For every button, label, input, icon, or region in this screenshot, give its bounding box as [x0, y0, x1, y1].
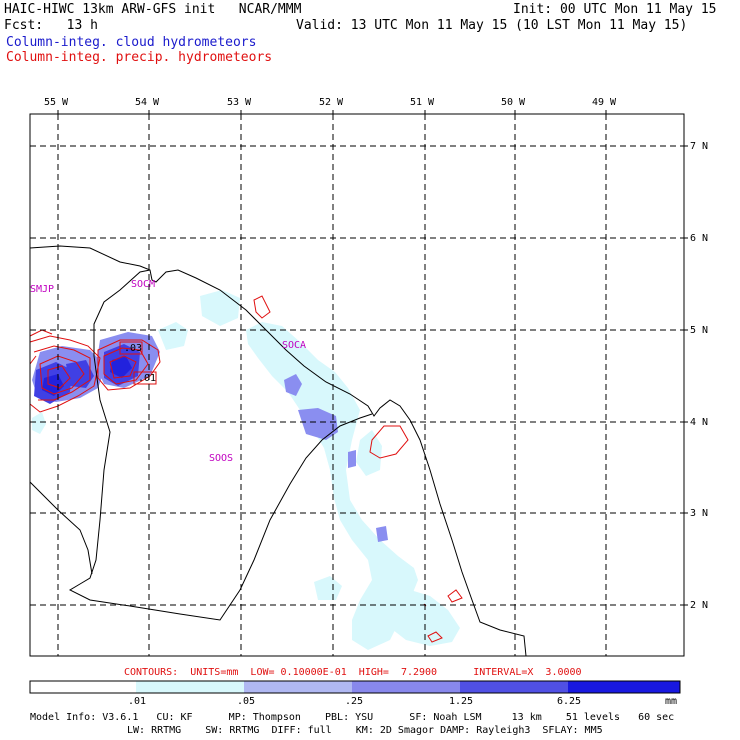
colorbar-tick-125: 1.25 [449, 696, 474, 707]
legend-cloud-hydrometeors: Column-integ. cloud hydrometeors [6, 35, 257, 50]
contour-label-03: .03 [124, 343, 143, 354]
lat-label-2n: 2 N [690, 600, 709, 611]
station-label-smjp: SMJP [30, 284, 55, 295]
coastline-borders [29, 245, 527, 657]
header-init-time: Init: 00 UTC Mon 11 May 15 [513, 2, 717, 17]
colorbar-tick-25: .25 [345, 696, 364, 707]
colorbar [29, 680, 681, 694]
legend-precip-hydrometeors: Column-integ. precip. hydrometeors [6, 50, 273, 65]
lat-label-4n: 4 N [690, 417, 709, 428]
header-valid-time: Valid: 13 UTC Mon 11 May 15 (10 LST Mon … [296, 18, 688, 33]
header-forecast-hour: Fcst: 13 h [4, 18, 98, 33]
cloud-shading-light [32, 290, 460, 650]
lat-label-7n: 7 N [690, 141, 709, 152]
lon-label-51w: 51 W [410, 97, 435, 108]
station-label-socm: SOCM [131, 279, 156, 290]
contour-info: CONTOURS: UNITS=mm LOW= 0.10000E-01 HIGH… [124, 667, 582, 678]
contour-label-01: .01 [138, 373, 157, 384]
lon-label-49w: 49 W [592, 97, 617, 108]
colorbar-unit: mm [665, 696, 678, 707]
lat-label-3n: 3 N [690, 508, 709, 519]
colorbar-tick-05: .05 [237, 696, 256, 707]
lat-label-6n: 6 N [690, 233, 709, 244]
precip-contours [29, 295, 463, 643]
station-label-soca: SOCA [282, 340, 307, 351]
lon-label-53w: 53 W [227, 97, 252, 108]
footer-physics-info: LW: RRTMG SW: RRTMG DIFF: full KM: 2D Sm… [127, 725, 603, 736]
axis-ticks [57, 110, 688, 606]
lon-label-55w: 55 W [44, 97, 69, 108]
lat-lon-grid [30, 114, 684, 656]
colorbar-tick-01: .01 [128, 696, 147, 707]
lon-label-54w: 54 W [135, 97, 160, 108]
colorbar-tick-625: 6.25 [557, 696, 582, 707]
lon-label-50w: 50 W [501, 97, 526, 108]
footer-model-info: Model Info: V3.6.1 CU: KF MP: Thompson P… [30, 712, 675, 723]
lat-label-5n: 5 N [690, 325, 709, 336]
map-frame [29, 113, 685, 657]
lon-label-52w: 52 W [319, 97, 344, 108]
station-label-soos: SOOS [209, 453, 234, 464]
header-model-title: HAIC-HIWC 13km ARW-GFS init NCAR/MMM [4, 2, 302, 17]
